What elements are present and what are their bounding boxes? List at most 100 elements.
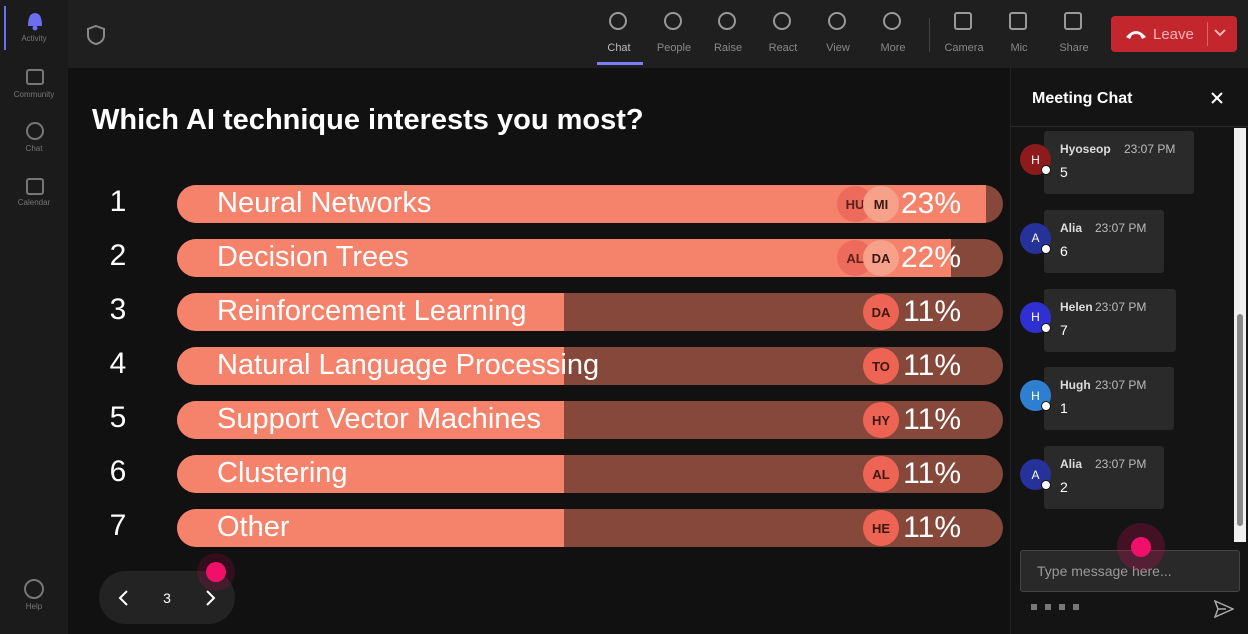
option-bar[interactable]: Reinforcement Learning 11% DA bbox=[177, 293, 1003, 331]
close-button[interactable] bbox=[1209, 90, 1225, 106]
toolbar-button[interactable]: React bbox=[755, 10, 811, 58]
toolbar: Leave Chat People Raise React View More Camera… bbox=[68, 0, 1248, 68]
option-label: Decision Trees bbox=[217, 241, 409, 273]
message-time: 23:07 PM bbox=[1095, 378, 1147, 393]
option-percent: 11% bbox=[903, 457, 961, 490]
chat-message: Hyoseop 23:07 PM 5 bbox=[1044, 131, 1194, 194]
chat-message: Hugh 23:07 PM 1 bbox=[1044, 367, 1174, 431]
status-dot bbox=[1041, 322, 1051, 333]
sender-name: Helen bbox=[1060, 299, 1093, 314]
dropdown-icon[interactable] bbox=[1213, 28, 1227, 38]
option-percent: 23% bbox=[900, 187, 961, 220]
toolbar-label[interactable]: View bbox=[826, 42, 850, 54]
toolbar-icon bbox=[609, 12, 627, 30]
option-percent: 11% bbox=[903, 295, 961, 328]
toolbar-label[interactable]: Chat bbox=[607, 42, 631, 54]
active-tab-indicator bbox=[597, 62, 643, 65]
message-time: 23:07 PM bbox=[1095, 457, 1147, 471]
sender-name: Alia bbox=[1060, 457, 1083, 471]
prev-button[interactable] bbox=[117, 589, 131, 607]
shield-icon bbox=[87, 24, 105, 46]
voter-avatar: HY bbox=[863, 402, 899, 438]
option-bar[interactable]: Support Vector Machines 11% HY bbox=[177, 401, 1003, 439]
toolbar-label[interactable]: Raise bbox=[713, 42, 743, 54]
toolbar-label[interactable]: React bbox=[768, 42, 798, 54]
message-text: 1 bbox=[1060, 400, 1068, 417]
option-bar[interactable]: Clustering 11% AL bbox=[177, 455, 1003, 493]
poll-area: Which AI technique interests you most? 3… bbox=[68, 68, 1010, 634]
option-label: Neural Networks bbox=[217, 187, 432, 219]
option-bar[interactable]: Decision Trees 22% AL DA bbox=[177, 239, 1003, 277]
option-rank: 4 bbox=[109, 347, 127, 380]
bar-fill bbox=[177, 401, 565, 439]
next-button[interactable] bbox=[203, 589, 217, 607]
status-dot bbox=[1041, 165, 1051, 175]
bar-fill bbox=[177, 239, 952, 277]
scrollbar[interactable] bbox=[1234, 128, 1246, 542]
option-rank: 6 bbox=[109, 455, 127, 488]
input-placeholder[interactable]: Type message here... bbox=[1037, 563, 1172, 579]
toolbar-label[interactable]: People bbox=[656, 42, 692, 54]
toolbar-label[interactable]: Camera bbox=[944, 42, 984, 54]
option-bar[interactable]: Neural Networks 23% HU MI bbox=[177, 185, 1003, 223]
chat-title: Meeting Chat bbox=[1032, 90, 1133, 107]
scroll-thumb[interactable] bbox=[1237, 314, 1243, 526]
option-rank: 2 bbox=[109, 239, 127, 272]
option-label: Reinforcement Learning bbox=[217, 295, 527, 327]
toolbar-icon bbox=[883, 12, 901, 30]
option-label: Natural Language Processing bbox=[217, 349, 600, 381]
sender-avatar: A bbox=[1020, 459, 1051, 490]
toolbar-button[interactable]: Chat bbox=[591, 10, 647, 58]
option-bar[interactable]: Natural Language Processing 11% TO bbox=[177, 347, 1003, 385]
bar-fill bbox=[177, 293, 565, 331]
divider bbox=[929, 18, 930, 52]
toolbar-button[interactable]: Camera bbox=[936, 10, 992, 58]
toolbar-icon bbox=[664, 12, 682, 30]
sidebar-label[interactable]: Chat bbox=[25, 144, 43, 153]
sidebar-label[interactable]: Community bbox=[13, 90, 55, 99]
help-label[interactable]: Help bbox=[25, 602, 43, 611]
toolbar-label[interactable]: Mic bbox=[1010, 42, 1028, 54]
message-time: 23:07 PM bbox=[1124, 142, 1176, 156]
toolbar-button[interactable]: View bbox=[810, 10, 866, 58]
toolbar-label[interactable]: More bbox=[880, 42, 906, 54]
voter-avatar: DA bbox=[863, 240, 899, 276]
option-bar[interactable]: Other 11% HE bbox=[177, 509, 1003, 547]
option-rank: 5 bbox=[109, 401, 127, 434]
toolbar-button[interactable]: Raise bbox=[700, 10, 756, 58]
message-text: 7 bbox=[1060, 321, 1068, 338]
leave-label[interactable]: Leave bbox=[1153, 26, 1194, 43]
option-label: Clustering bbox=[217, 457, 348, 489]
option-rank: 3 bbox=[109, 293, 127, 326]
cursor-halo bbox=[197, 553, 235, 591]
voter-avatar: AL bbox=[863, 456, 899, 492]
message-time: 23:07 PM bbox=[1095, 299, 1147, 314]
active-indicator bbox=[4, 6, 6, 50]
toolbar-button[interactable]: More bbox=[865, 10, 921, 58]
sender-avatar: H bbox=[1020, 144, 1051, 175]
leave-button[interactable]: Leave bbox=[1111, 16, 1237, 52]
message-input[interactable]: Type message here... bbox=[1020, 550, 1240, 592]
activity-icon bbox=[28, 13, 42, 31]
send-button[interactable] bbox=[1214, 600, 1234, 618]
toolbar-label[interactable]: Share bbox=[1059, 42, 1089, 54]
toolbar-button[interactable]: People bbox=[646, 10, 702, 58]
format-icons[interactable] bbox=[1031, 602, 1091, 612]
sender-avatar: A bbox=[1020, 222, 1051, 254]
sender-name: Alia bbox=[1060, 220, 1083, 235]
option-rank: 7 bbox=[109, 509, 127, 542]
sender-avatar: H bbox=[1020, 301, 1051, 333]
sidebar-label[interactable]: Calendar bbox=[17, 198, 51, 207]
sidebar: Help Activity Community Chat Calendar bbox=[0, 0, 68, 634]
divider bbox=[1207, 22, 1208, 46]
poll-question: Which AI technique interests you most? bbox=[92, 104, 644, 136]
status-dot bbox=[1041, 480, 1051, 490]
community-icon bbox=[26, 69, 44, 85]
sidebar-label[interactable]: Activity bbox=[21, 34, 47, 43]
toolbar-button[interactable]: Share bbox=[1046, 10, 1102, 58]
cursor-dot bbox=[1131, 537, 1151, 557]
bar-fill bbox=[177, 347, 565, 385]
divider bbox=[1011, 126, 1248, 127]
toolbar-button[interactable]: Mic bbox=[991, 10, 1047, 58]
